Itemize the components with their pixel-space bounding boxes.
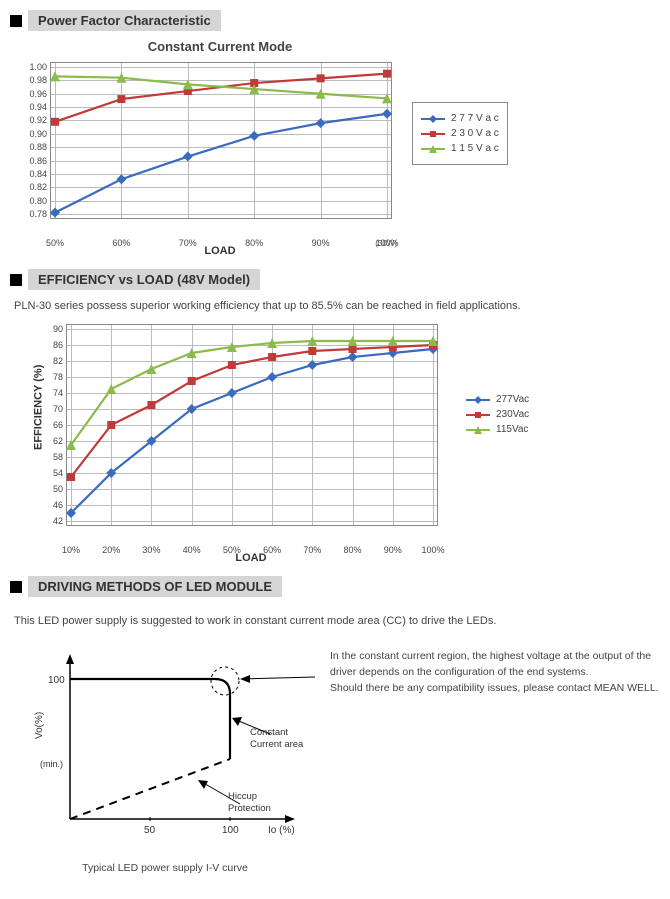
section-title-3: DRIVING METHODS OF LED MODULE [28, 576, 282, 597]
chart1-ylabels: 1.000.980.960.940.920.900.880.860.840.82… [11, 63, 47, 218]
bullet-icon [10, 15, 22, 27]
iv-text1: In the constant current region, the high… [330, 649, 670, 681]
section-header-pf: Power Factor Characteristic [10, 10, 670, 31]
iv-section: 100 Vo(%) (min.) 50 100 Io (%) Constant … [10, 639, 670, 874]
iv-x50: 50 [144, 825, 156, 836]
chart2-svg [67, 325, 437, 525]
section-header-driving: DRIVING METHODS OF LED MODULE [10, 576, 670, 597]
chart1-svg [51, 63, 391, 218]
iv-text-block: In the constant current region, the high… [330, 649, 670, 696]
chart1-sub-note: (30W) [375, 239, 397, 248]
legend-item: 230Vac [466, 409, 529, 420]
iv-ann-hc1: Hiccup [228, 791, 257, 802]
chart1-wrap: PF 1.000.980.960.940.920.900.880.860.840… [50, 62, 670, 257]
legend-item: 277Vac [466, 394, 529, 405]
section-title-2: EFFICIENCY vs LOAD (48V Model) [28, 269, 260, 290]
chart1-ylabel: PF [0, 151, 3, 165]
chart1-area: 1.000.980.960.940.920.900.880.860.840.82… [50, 62, 392, 219]
iv-ylabel: Vo(%) [34, 712, 45, 739]
chart2-xlabel: LOAD [66, 552, 436, 564]
iv-xlabel: Io (%) [268, 825, 295, 836]
chart1-legend: 2 7 7 V a c 2 3 0 V a c 1 1 5 V a c [412, 102, 508, 165]
section-title-1: Power Factor Characteristic [28, 10, 221, 31]
chart1-xlabel: LOAD [50, 245, 390, 257]
iv-y100: 100 [48, 675, 65, 686]
bullet-icon [10, 581, 22, 593]
iv-ann-cc2: Current area [250, 739, 304, 750]
bullet-icon [10, 274, 22, 286]
legend-item: 115Vac [466, 424, 529, 435]
iv-svg: 100 Vo(%) (min.) 50 100 Io (%) Constant … [10, 639, 320, 849]
legend-item: 2 7 7 V a c [421, 113, 499, 124]
iv-text2: Should there be any compatibility issues… [330, 681, 670, 697]
chart2-area: 90868278747066625854504642 10%20%30%40%5… [66, 324, 438, 526]
legend-item: 2 3 0 V a c [421, 128, 499, 139]
iv-caption: Typical LED power supply I-V curve [10, 862, 320, 874]
legend-item: 1 1 5 V a c [421, 143, 499, 154]
section2-desc: PLN-30 series possess superior working e… [14, 300, 670, 312]
iv-chart: 100 Vo(%) (min.) 50 100 Io (%) Constant … [10, 639, 320, 874]
chart2-ylabels: 90868278747066625854504642 [27, 325, 63, 525]
section3-desc: This LED power supply is suggested to wo… [14, 615, 670, 627]
chart2-legend: 277Vac 230Vac 115Vac [458, 384, 537, 445]
iv-x100: 100 [222, 825, 239, 836]
iv-ann-hc2: Protection [228, 803, 271, 814]
iv-ann-cc1: Constant [250, 727, 288, 738]
section-header-eff: EFFICIENCY vs LOAD (48V Model) [10, 269, 670, 290]
chart2-wrap: EFFICIENCY (%) 9086827874706662585450464… [66, 324, 670, 564]
iv-ymin: (min.) [40, 759, 63, 769]
chart1-title: Constant Current Mode [50, 39, 390, 54]
